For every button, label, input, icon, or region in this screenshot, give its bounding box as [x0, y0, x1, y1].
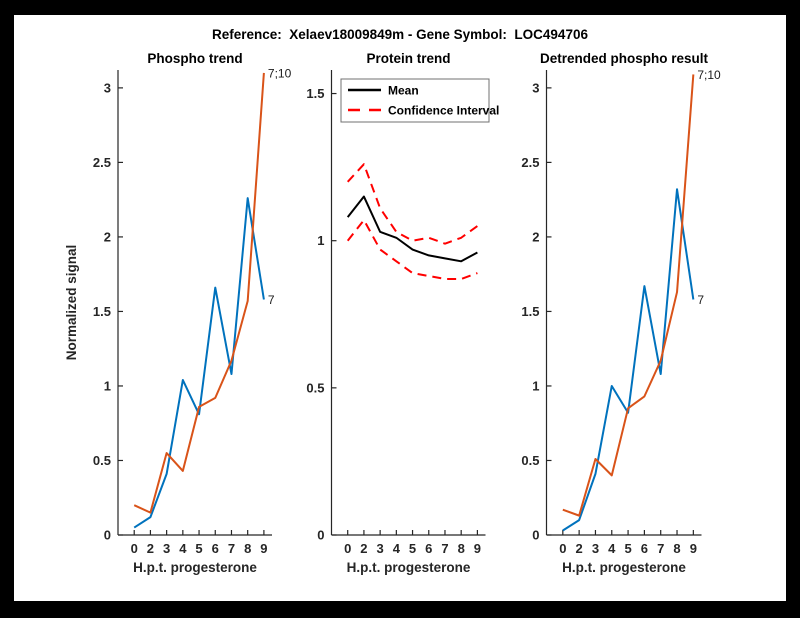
legend-box: [340, 78, 490, 123]
series-end-label: 7: [268, 293, 275, 307]
x-axis-label: H.p.t. progesterone: [347, 560, 471, 575]
series-end-label: 7;10: [268, 66, 292, 80]
y-tick-label: 0.5: [93, 453, 111, 468]
y-tick-label: 1.5: [306, 86, 324, 101]
y-axis-label: Normalized signal: [64, 245, 79, 361]
x-tick-label: 2: [147, 541, 154, 556]
x-tick-label: 6: [425, 541, 432, 556]
x-tick-label: 7: [441, 541, 448, 556]
x-tick-label: 3: [592, 541, 599, 556]
figure-title: Reference: Xelaev18009849m - Gene Symbol…: [212, 27, 588, 42]
series-end-label: 7: [697, 293, 704, 307]
x-axis-label: H.p.t. progesterone: [133, 560, 257, 575]
x-tick-label: 4: [179, 541, 187, 556]
x-tick-label: 4: [608, 541, 616, 556]
series-line-Confidence-Interval-lower: [346, 219, 478, 280]
y-tick-label: 1.5: [93, 304, 111, 319]
subplot-title: Detrended phospho result: [540, 51, 709, 66]
series-line-7-10: [133, 72, 265, 514]
legend-item-label: Mean: [388, 84, 419, 98]
matlab-figure-canvas: Reference: Xelaev18009849m - Gene Symbol…: [14, 15, 786, 601]
x-tick-label: 8: [244, 541, 251, 556]
x-tick-label: 9: [690, 541, 697, 556]
series-end-label: 7;10: [697, 68, 721, 82]
x-tick-label: 5: [409, 541, 416, 556]
x-tick-label: 2: [360, 541, 367, 556]
x-tick-label: 2: [576, 541, 583, 556]
y-tick-label: 3: [104, 80, 111, 95]
x-tick-label: 5: [195, 541, 202, 556]
legend-item-label: Confidence Interval: [388, 104, 499, 118]
y-tick-label: 0.5: [306, 380, 324, 395]
y-tick-label: 2.5: [521, 155, 539, 170]
legend: Mean Confidence Interval: [340, 78, 499, 123]
subplot-title: Protein trend: [366, 51, 450, 66]
y-tick-label: 0: [532, 528, 539, 543]
x-tick-label: 9: [474, 541, 481, 556]
y-tick-label: 0: [317, 528, 324, 543]
y-tick-label: 2.5: [93, 155, 111, 170]
y-tick-label: 0.5: [521, 453, 539, 468]
x-tick-label: 7: [228, 541, 235, 556]
y-tick-label: 0: [104, 528, 111, 543]
y-tick-label: 1: [532, 378, 539, 393]
x-tick-label: 0: [559, 541, 566, 556]
y-tick-label: 1: [317, 233, 324, 248]
y-tick-label: 3: [532, 80, 539, 95]
y-tick-label: 2: [104, 229, 111, 244]
x-tick-label: 3: [377, 541, 384, 556]
series-line-7: [133, 197, 265, 529]
x-tick-label: 9: [260, 541, 267, 556]
x-tick-label: 7: [657, 541, 664, 556]
x-tick-label: 0: [131, 541, 138, 556]
x-tick-label: 3: [163, 541, 170, 556]
series-line-7-10: [562, 74, 695, 517]
x-tick-label: 8: [458, 541, 465, 556]
y-tick-label: 1.5: [521, 304, 539, 319]
x-tick-label: 8: [673, 541, 680, 556]
subplot-title: Phospho trend: [147, 51, 242, 66]
x-tick-label: 5: [624, 541, 631, 556]
x-axis-label: H.p.t. progesterone: [562, 560, 686, 575]
series-line-Mean: [346, 195, 478, 263]
y-tick-label: 1: [104, 378, 111, 393]
x-tick-label: 6: [212, 541, 219, 556]
x-tick-label: 4: [393, 541, 401, 556]
x-tick-label: 0: [344, 541, 351, 556]
x-tick-label: 6: [641, 541, 648, 556]
series-line-7: [562, 188, 695, 532]
y-tick-label: 2: [532, 229, 539, 244]
